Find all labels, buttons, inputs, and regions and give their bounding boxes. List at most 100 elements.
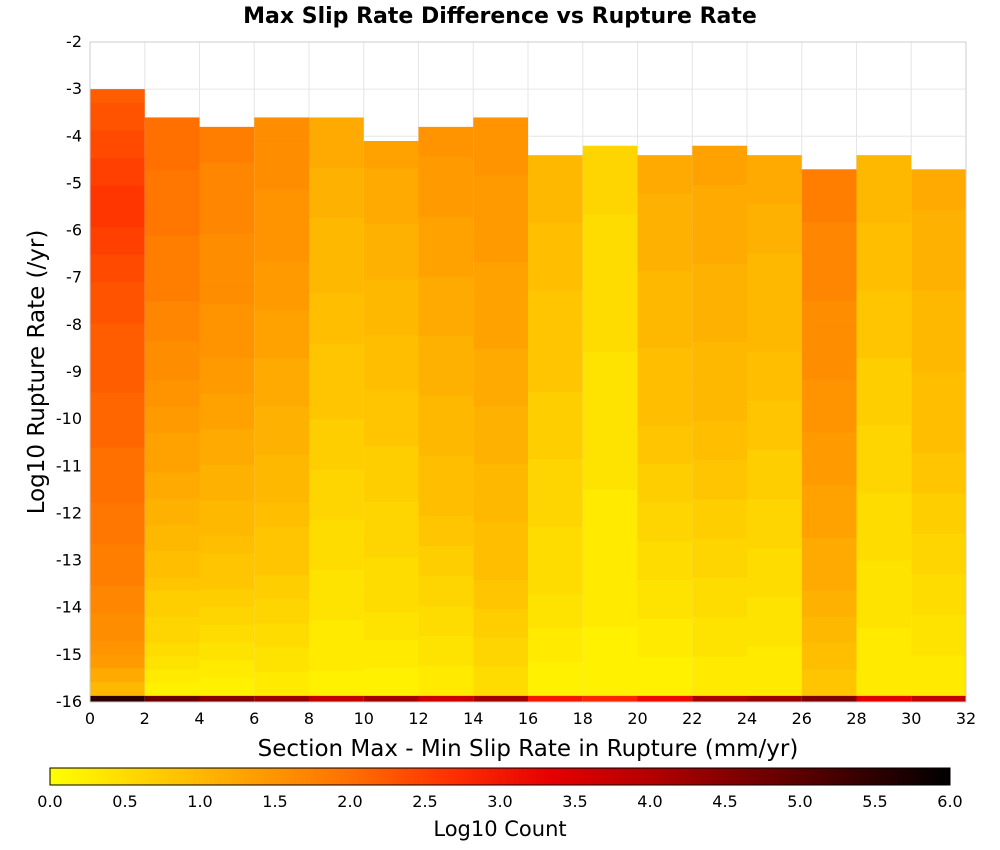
heatmap-cell	[144, 262, 200, 276]
heatmap-cell	[254, 189, 309, 215]
heatmap-cell	[144, 275, 200, 289]
heatmap-cell	[199, 144, 255, 163]
heatmap-cell	[309, 419, 364, 445]
heatmap-cell	[144, 577, 200, 592]
x-tick-label: 0	[85, 709, 95, 728]
heatmap-cell	[418, 635, 474, 667]
colorbar-label: Log10 Count	[433, 817, 566, 841]
heatmap-cell	[199, 678, 255, 697]
heatmap-cell	[473, 262, 528, 292]
heatmap-cell	[254, 165, 309, 191]
heatmap-cell	[363, 141, 419, 170]
heatmap-cell	[90, 102, 145, 118]
heatmap-cell	[582, 283, 638, 353]
heatmap-cell	[637, 271, 693, 311]
y-tick-label: -6	[66, 221, 82, 240]
heatmap-cell	[418, 695, 474, 702]
heatmap-cell	[199, 553, 255, 572]
heatmap-cell	[418, 456, 474, 487]
heatmap-cell	[418, 576, 474, 607]
heatmap-cell	[363, 501, 419, 530]
heatmap-cell	[199, 429, 255, 448]
heatmap-cell	[418, 126, 474, 158]
heatmap-cell	[90, 351, 145, 366]
heatmap-cell	[309, 218, 364, 244]
heatmap-cell	[144, 314, 200, 329]
heatmap-cell	[911, 695, 966, 702]
heatmap-cell	[418, 546, 474, 577]
heatmap-cell	[199, 518, 255, 537]
heatmap-cell	[747, 155, 802, 205]
heatmap-cell	[90, 295, 145, 311]
heatmap-cell	[528, 256, 583, 291]
heatmap-cell	[747, 351, 802, 402]
heatmap-cell	[90, 489, 145, 504]
heatmap-cell	[199, 197, 255, 217]
heatmap-cell	[199, 695, 255, 702]
heatmap-cell	[747, 548, 802, 599]
y-axis-label: Log10 Rupture Rate (/yr)	[24, 230, 50, 515]
heatmap-cell	[90, 433, 145, 449]
heatmap-cell	[144, 472, 200, 487]
heatmap-cell	[911, 290, 966, 332]
heatmap-cell	[90, 144, 145, 159]
heatmap-cell	[692, 538, 747, 579]
colorbar-tick-label: 3.0	[487, 792, 512, 811]
colorbar-tick-label: 5.0	[787, 792, 812, 811]
x-tick-label: 6	[249, 709, 259, 728]
heatmap-cell	[801, 169, 857, 197]
heatmap-cell	[144, 354, 200, 368]
heatmap-cell	[309, 595, 364, 621]
x-tick-label: 16	[518, 709, 538, 728]
heatmap-cell	[90, 185, 145, 200]
heatmap-cell	[254, 478, 309, 504]
heatmap-cell	[801, 564, 857, 592]
heatmap-cell	[254, 454, 309, 480]
heatmap-cell	[801, 458, 857, 486]
heatmap-cell	[418, 366, 474, 397]
heatmap-cell	[90, 378, 145, 394]
y-tick-label: -7	[66, 268, 82, 287]
heatmap-cell	[856, 695, 912, 702]
heatmap-cell	[692, 302, 747, 343]
heatmap-cell	[801, 669, 857, 697]
x-tick-label: 28	[846, 709, 866, 728]
heatmap-cell	[473, 377, 528, 408]
heatmap-cell	[309, 444, 364, 471]
heatmap-cell	[911, 574, 966, 616]
heatmap-cell	[363, 473, 419, 503]
heatmap-cell	[90, 227, 145, 242]
heatmap-cell	[363, 251, 419, 281]
heatmap-cell	[144, 117, 200, 132]
heatmap-cell	[199, 322, 255, 341]
heatmap-cell	[90, 544, 145, 559]
heatmap-cell	[254, 310, 309, 335]
heatmap-cell	[528, 493, 583, 528]
heatmap-cell	[199, 304, 255, 323]
heatmap-cell	[144, 143, 200, 158]
heatmap-cell	[309, 343, 364, 370]
heatmap-cell	[144, 524, 200, 539]
heatmap-cell	[637, 232, 693, 272]
heatmap-cell	[363, 307, 419, 336]
x-tick-label: 32	[956, 709, 976, 728]
heatmap-cell	[363, 584, 419, 614]
heatmap-cell	[911, 412, 966, 454]
heatmap-cell	[528, 391, 583, 427]
heatmap-cell	[144, 682, 200, 697]
plot-frame	[89, 41, 967, 703]
heatmap-cell	[90, 682, 145, 697]
heatmap-cell	[90, 571, 145, 587]
heatmap-cell	[90, 599, 145, 614]
heatmap-cell	[418, 486, 474, 517]
heatmap-cell	[856, 155, 912, 224]
heatmap-cell	[911, 169, 966, 211]
heatmap-cell	[199, 660, 255, 679]
y-tick-label: -10	[56, 409, 82, 428]
heatmap-cell	[637, 464, 693, 504]
heatmap-cell	[254, 334, 309, 359]
heatmap-cell	[90, 420, 145, 435]
heatmap-cell	[199, 411, 255, 430]
heatmap-cell	[199, 286, 255, 306]
heatmap-cell	[418, 396, 474, 427]
